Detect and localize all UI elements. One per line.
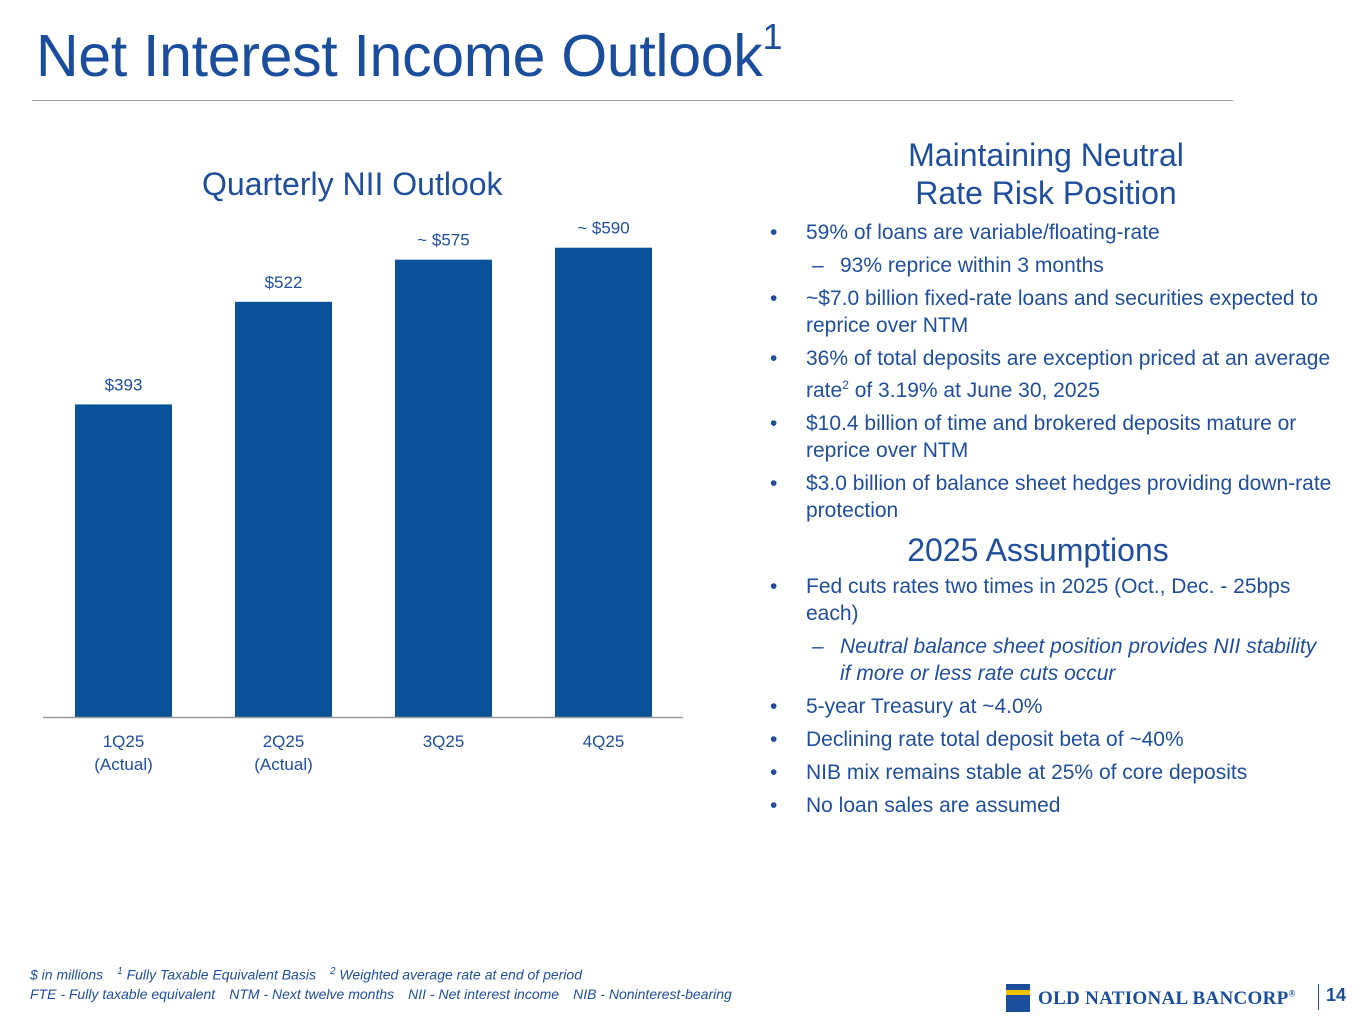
logo-registered-mark: ® <box>1288 988 1296 999</box>
data-label-1: $393 <box>105 375 143 394</box>
section-title-assumptions: 2025 Assumptions <box>907 532 1169 568</box>
bullet-fixed-rate-loans: ~$7.0 billion fixed-rate loans and secur… <box>762 285 1332 339</box>
bullet-exception-priced-deposits: 36% of total deposits are exception pric… <box>762 345 1332 404</box>
subbullet-reprice-3-months: 93% reprice within 3 months <box>762 252 1332 279</box>
bar-2 <box>235 301 332 717</box>
data-label-3: ~ $575 <box>417 231 469 250</box>
bullet-treasury: 5-year Treasury at ~4.0% <box>762 693 1332 720</box>
footnote-2-text: Weighted average rate at end of period <box>335 966 582 983</box>
logo-text: OLD NATIONAL BANCORP® <box>1038 988 1296 1010</box>
subbullet-neutral-position: Neutral balance sheet position provides … <box>762 633 1332 687</box>
x-tick-label-4: 4Q25 <box>583 732 625 751</box>
bullet-variable-loans: 59% of loans are variable/floating-rate <box>762 219 1332 246</box>
bullet-no-loan-sales: No loan sales are assumed <box>762 792 1332 819</box>
abbr-fte: FTE - Fully taxable equivalent <box>30 985 216 1002</box>
bar-1 <box>75 404 172 717</box>
bar-4 <box>555 247 652 717</box>
bar-3 <box>395 259 492 717</box>
footnote-marker-2: 2 <box>842 378 849 392</box>
bullet-deposit-beta: Declining rate total deposit beta of ~40… <box>762 726 1332 753</box>
page-number-divider <box>1318 984 1319 1010</box>
abbr-nii: NII - Net interest income <box>408 985 560 1002</box>
page-title-text: Net Interest Income Outlook <box>36 23 763 89</box>
footnote-2-marker: 2 <box>329 966 336 977</box>
bullet-text-part-1: 36% of total deposits are exception pric… <box>806 347 1331 402</box>
footnote-line-2: FTE - Fully taxable equivalent NTM - Next… <box>30 985 732 1004</box>
page-title-footnote-marker: 1 <box>762 16 783 58</box>
page-number: 14 <box>1326 985 1347 1005</box>
data-label-4: ~ $590 <box>577 219 629 238</box>
abbr-nib: NIB - Noninterest-bearing <box>573 985 732 1002</box>
x-tick-label-2: 2Q25 (Actual) <box>254 732 313 774</box>
abbr-ntm: NTM - Next twelve months <box>229 985 395 1002</box>
x-tick-label-3: 3Q25 <box>423 732 465 751</box>
bullet-balance-sheet-hedges: $3.0 billion of balance sheet hedges pro… <box>762 470 1332 524</box>
bullet-time-brokered-deposits: $10.4 billion of time and brokered depos… <box>762 410 1332 464</box>
section-title-rate-risk: Maintaining Neutral Rate Risk Position <box>760 136 1332 212</box>
data-label-2: $522 <box>265 273 303 292</box>
footnote-units: $ in millions <box>30 966 104 983</box>
bullet-text-part-2: of 3.19% at June 30, 2025 <box>848 379 1100 402</box>
section-title-line-1: Maintaining Neutral <box>908 137 1184 173</box>
footnote-1-text: Fully Taxable Equivalent Basis <box>122 966 316 983</box>
rate-risk-bullet-list: 59% of loans are variable/floating-rate … <box>762 219 1332 530</box>
title-divider <box>32 100 1233 101</box>
footnote-1-marker: 1 <box>117 966 123 977</box>
section-title-line-2: Rate Risk Position <box>915 175 1177 211</box>
x-tick-label-1: 1Q25 (Actual) <box>94 732 153 774</box>
logo-name: OLD NATIONAL BANCORP <box>1038 988 1289 1009</box>
nii-bar-chart: $393 1Q25 (Actual) $522 2Q25 (Actual) ~ $575 3Q… <box>43 219 683 774</box>
footnote-line-1: $ in millions 1 Fully Taxable Equivalent … <box>30 962 732 985</box>
logo-mark-icon <box>1006 984 1030 1012</box>
bullet-fed-cuts: Fed cuts rates two times in 2025 (Oct., … <box>762 573 1332 627</box>
page-title: Net Interest Income Outlook1 <box>36 16 782 90</box>
footnotes: $ in millions 1 Fully Taxable Equivalent … <box>30 962 732 1004</box>
chart-title: Quarterly NII Outlook <box>202 166 503 202</box>
company-logo: OLD NATIONAL BANCORP® <box>1006 984 1306 1012</box>
bullet-nib-mix: NIB mix remains stable at 25% of core de… <box>762 759 1332 786</box>
assumptions-bullet-list: Fed cuts rates two times in 2025 (Oct., … <box>762 573 1332 825</box>
